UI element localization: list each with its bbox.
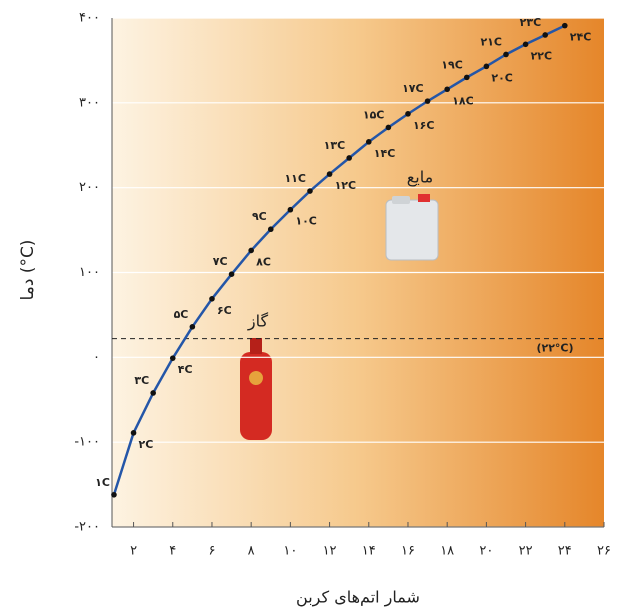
point-label: ۲C xyxy=(139,438,154,451)
point-label: ۹C xyxy=(252,210,267,223)
point-label: ۱۵C xyxy=(363,108,385,121)
x-tick-label: ۲۰ xyxy=(479,544,493,559)
point-label: ۸C xyxy=(256,255,271,268)
point-label: ۱۸C xyxy=(452,94,474,107)
y-tick-label: ۴۰۰ xyxy=(79,11,100,26)
point-label: ۶C xyxy=(217,304,232,317)
x-tick-label: ۲ xyxy=(130,544,137,559)
data-point xyxy=(111,491,117,498)
x-tick-label: ۱۲ xyxy=(323,544,337,559)
data-point xyxy=(483,63,490,70)
jerrycan-icon xyxy=(385,194,439,261)
data-point xyxy=(522,41,529,48)
data-point xyxy=(346,155,352,161)
point-label: ۵C xyxy=(174,308,189,321)
x-tick-label: ۱۴ xyxy=(362,544,376,559)
point-label: ۱۹C xyxy=(441,58,463,71)
y-tick-label: ۳۰۰ xyxy=(79,95,100,110)
gas-cylinder-icon xyxy=(240,338,272,440)
data-point xyxy=(561,22,568,29)
data-point xyxy=(326,171,333,177)
data-point xyxy=(267,226,274,233)
data-point xyxy=(209,295,215,302)
data-point xyxy=(307,188,313,194)
data-point xyxy=(228,271,235,277)
point-label: ۱C xyxy=(95,476,110,489)
x-tick-label: ۲۴ xyxy=(558,544,572,559)
reference-label: (۲۲°C) xyxy=(536,342,573,355)
point-label: ۴C xyxy=(178,363,193,376)
point-label: ۱۱C xyxy=(284,172,306,185)
annotation: گاز xyxy=(247,312,269,332)
x-tick-label: ۱۰ xyxy=(283,544,297,559)
data-point xyxy=(503,51,509,58)
point-label: ۱۰C xyxy=(295,215,317,228)
data-point xyxy=(365,139,372,145)
data-point xyxy=(385,124,392,131)
point-label: ۱۷C xyxy=(402,82,424,95)
point-label: ۲۳C xyxy=(520,16,542,29)
y-tick-label: -۱۰۰ xyxy=(74,435,100,450)
x-tick-label: ۱۶ xyxy=(401,544,415,559)
data-point xyxy=(542,32,548,38)
x-tick-label: ۲۲ xyxy=(519,544,533,559)
data-point xyxy=(150,390,156,396)
data-point xyxy=(130,430,137,436)
y-axis-label: دما (°C) xyxy=(18,240,38,301)
point-label: ۱۲C xyxy=(335,179,357,192)
point-label: ۲۱C xyxy=(480,35,502,48)
y-tick-label: -۲۰۰ xyxy=(74,520,100,535)
data-point xyxy=(444,86,450,93)
x-tick-label: ۸ xyxy=(248,544,255,559)
x-tick-label: ۶ xyxy=(208,544,215,559)
data-point xyxy=(405,111,411,117)
point-label: ۲۰C xyxy=(491,71,513,84)
data-point xyxy=(189,323,196,330)
y-tick-label: ۲۰۰ xyxy=(79,180,100,195)
data-point xyxy=(463,74,470,81)
data-point xyxy=(424,98,431,104)
y-tick-label: ۰ xyxy=(93,350,100,365)
x-tick-label: ۲۶ xyxy=(597,544,611,559)
data-point xyxy=(169,355,176,361)
point-label: ۲۴C xyxy=(570,31,592,44)
point-label: ۷C xyxy=(213,255,228,268)
y-tick-label: ۱۰۰ xyxy=(79,265,100,280)
data-point xyxy=(287,206,294,213)
point-label: ۳C xyxy=(134,374,149,387)
point-label: ۱۳C xyxy=(324,139,346,152)
x-axis-label: شمار اتم‌های کربن xyxy=(296,588,420,608)
point-label: ۱۴C xyxy=(374,147,396,160)
x-tick-label: ۱۸ xyxy=(440,544,454,559)
data-point xyxy=(248,247,254,254)
line-series xyxy=(112,24,566,496)
annotation: مایع xyxy=(407,168,433,188)
point-label: ۱۶C xyxy=(413,119,435,132)
x-tick-label: ۴ xyxy=(169,544,176,559)
point-label: ۲۲C xyxy=(531,49,553,62)
